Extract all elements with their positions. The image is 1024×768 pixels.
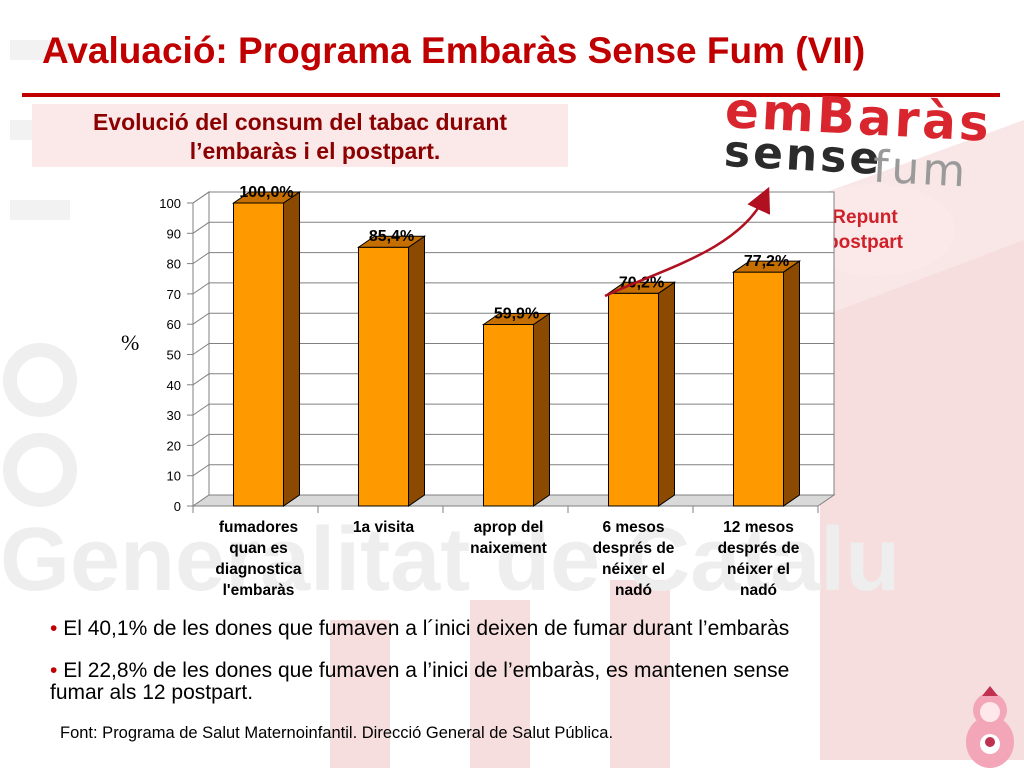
svg-text:Generalitat de Catalu: Generalitat de Catalu — [0, 510, 900, 610]
bar-top — [731, 260, 802, 273]
x-category-label: 1a visita — [322, 517, 446, 538]
bar — [606, 281, 677, 507]
bullet-text-continued: fumar als 12 postpart. — [50, 681, 254, 704]
x-category-label-line: diagnostica — [215, 561, 302, 578]
bar — [481, 312, 552, 507]
x-category-label: 12 mesos després de néixer el nadó — [697, 517, 821, 601]
y-tick-label: 80 — [167, 257, 181, 272]
x-category-label-line: 12 mesos — [723, 519, 794, 536]
y-tick-label: 50 — [167, 348, 181, 363]
y-tick-label: 60 — [167, 317, 181, 332]
x-category-label-line: després de — [717, 540, 800, 557]
y-tick-label: 40 — [167, 378, 181, 393]
y-tick-label: 100 — [159, 196, 181, 211]
bullet-marker: • — [50, 659, 58, 682]
bullet-text: El 22,8% de les dones que fumaven a l’in… — [57, 659, 790, 682]
title-underline — [22, 93, 1000, 97]
bar-front — [608, 292, 659, 507]
y-tick-label: 10 — [167, 469, 181, 484]
bar-side — [533, 312, 550, 507]
gridline — [192, 221, 834, 234]
bar — [731, 260, 802, 507]
x-category-label-line: quan es — [229, 540, 288, 557]
y-tick-label: 70 — [167, 287, 181, 302]
x-category-label-line: aprop del — [473, 519, 544, 536]
subtitle-line-1: Evolució del consum del tabac durant — [92, 109, 508, 135]
y-tick-label: 90 — [167, 226, 181, 241]
bullet-text: El 40,1% de les dones que fumaven a l´in… — [57, 617, 790, 640]
x-category-label: aprop del naixement — [447, 517, 571, 559]
bar-front — [733, 271, 784, 507]
source-note: Font: Programa de Salut Maternoinfantil.… — [60, 724, 614, 742]
x-category-label-line: néixer el — [727, 561, 790, 578]
data-label: 100,0% — [239, 184, 293, 201]
chart-bars: 100,0% 85,4% 59,9% 70,2% 77,2% — [231, 184, 802, 507]
data-label: 85,4% — [369, 228, 414, 245]
bar-front — [483, 324, 534, 507]
x-category-label-line: 6 mesos — [602, 519, 665, 536]
x-category-label-line: néixer el — [602, 561, 665, 578]
x-category-label-line: l'embaràs — [222, 582, 295, 599]
y-tick-label: 20 — [167, 438, 181, 453]
gridline — [192, 252, 834, 265]
data-label: 70,2% — [619, 274, 664, 291]
bar-front — [358, 246, 409, 507]
x-category-label-line: fumadores — [218, 519, 299, 536]
callout-line-2: postpart — [827, 232, 903, 253]
bar-top — [481, 313, 552, 326]
x-category-label-line: nadó — [739, 582, 778, 599]
bullet-marker: • — [50, 617, 58, 640]
bar-side — [283, 191, 300, 507]
bar-top — [606, 281, 677, 294]
bar-side — [408, 235, 425, 507]
postpart-trend-arrow — [604, 186, 771, 298]
bar-top — [356, 235, 427, 248]
y-axis-label: % — [121, 330, 140, 355]
matryoshka-icon — [966, 686, 1014, 768]
x-category-label: fumadores quan es diagnostica l'embaràs — [197, 517, 321, 601]
x-category-label-line: 1a visita — [352, 519, 415, 536]
y-tick-label: 0 — [174, 499, 181, 514]
slide-title: Avaluació: Programa Embaràs Sense Fum (V… — [42, 30, 866, 71]
callout-line-1: Repunt — [832, 207, 898, 228]
bar-side — [783, 260, 800, 507]
bar — [356, 235, 427, 507]
x-category-label: 6 mesos després de néixer el nadó — [572, 517, 696, 601]
y-tick-label: 30 — [167, 408, 181, 423]
data-label: 77,2% — [744, 253, 789, 270]
chart-subtitle: Evolució del consum del tabac durant l’e… — [32, 108, 568, 166]
data-label: 59,9% — [494, 306, 539, 323]
bar-side — [658, 281, 675, 507]
bar — [231, 191, 302, 507]
x-category-label-line: naixement — [470, 540, 547, 557]
subtitle-box — [32, 104, 568, 167]
callout-text: Repunt postpart — [795, 205, 935, 255]
bar-front — [233, 202, 284, 507]
x-category-label-line: nadó — [614, 582, 653, 599]
bullet-2: • El 22,8% de les dones que fumaven a l’… — [50, 660, 789, 704]
bullet-1: • El 40,1% de les dones que fumaven a l´… — [50, 618, 789, 640]
x-category-label-line: després de — [592, 540, 675, 557]
bar-top — [231, 191, 302, 204]
gridline — [192, 191, 834, 204]
subtitle-line-2: l’embaràs i el postpart. — [189, 138, 441, 164]
